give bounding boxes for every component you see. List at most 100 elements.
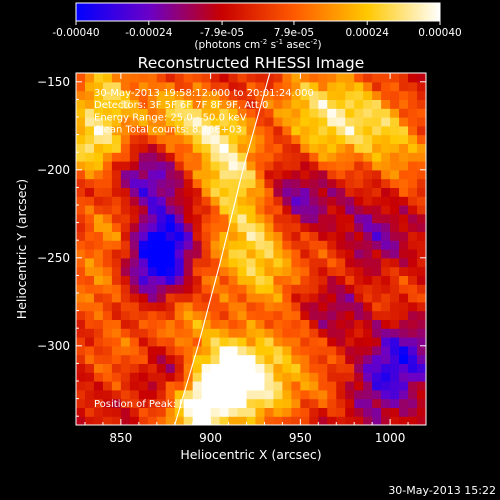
heatmap-cell xyxy=(129,319,140,329)
heatmap-cell xyxy=(399,363,409,373)
heatmap-cell xyxy=(264,73,275,83)
heatmap-cell xyxy=(237,293,248,303)
heatmap-cell xyxy=(138,407,149,417)
heatmap-cell xyxy=(363,354,373,364)
heatmap-cell xyxy=(345,249,355,259)
heatmap-cell xyxy=(228,266,239,276)
heatmap-cell xyxy=(372,205,382,215)
heatmap-cell xyxy=(417,178,426,188)
heatmap-cell xyxy=(309,81,319,92)
heatmap-cell xyxy=(156,407,167,417)
heatmap-cell xyxy=(318,213,328,224)
heatmap-cell xyxy=(291,152,301,162)
heatmap-cell xyxy=(390,205,400,215)
heatmap-cell xyxy=(129,416,140,425)
heatmap-cell xyxy=(300,389,310,400)
heatmap-cell xyxy=(255,125,266,136)
heatmap-cell xyxy=(399,337,409,347)
heatmap-cell xyxy=(354,125,364,136)
heatmap-cell xyxy=(129,90,140,100)
heatmap-cell xyxy=(390,416,400,425)
heatmap-cell xyxy=(228,407,239,417)
heatmap-cell xyxy=(156,301,167,312)
heatmap-cell xyxy=(408,108,418,118)
heatmap-cell xyxy=(417,143,426,153)
heatmap-cell xyxy=(345,389,355,400)
heatmap-cell xyxy=(165,222,176,232)
heatmap-cell xyxy=(76,389,86,400)
heatmap-cell xyxy=(147,310,158,320)
heatmap-cell xyxy=(255,372,266,382)
heatmap-cell xyxy=(237,389,248,400)
heatmap-cell xyxy=(93,293,104,303)
heatmap-cell xyxy=(273,73,284,83)
heatmap-cell xyxy=(111,337,122,347)
heatmap-cell xyxy=(111,152,122,162)
heatmap-cell xyxy=(102,134,113,144)
heatmap-cell xyxy=(228,363,239,373)
heatmap-cell xyxy=(399,108,409,118)
heatmap-cell xyxy=(408,90,418,100)
heatmap-cell xyxy=(210,407,221,417)
heatmap-cell xyxy=(129,266,140,276)
heatmap-cell xyxy=(84,90,95,100)
heatmap-cell xyxy=(345,161,355,171)
heatmap-cell xyxy=(417,161,426,171)
heatmap-cell xyxy=(291,143,301,153)
heatmap-cell xyxy=(390,222,400,232)
heatmap-cell xyxy=(255,205,266,215)
heatmap-cell xyxy=(372,231,382,241)
heatmap-cell xyxy=(102,108,113,118)
heatmap-cell xyxy=(336,205,346,215)
heatmap-cell xyxy=(381,372,391,382)
heatmap-cell xyxy=(399,249,409,259)
heatmap-cell xyxy=(318,328,328,338)
heatmap-cell xyxy=(381,222,391,232)
heatmap-cell xyxy=(363,196,373,206)
heatmap-cell xyxy=(336,372,346,382)
heatmap-cell xyxy=(372,284,382,294)
heatmap-cell xyxy=(372,398,382,408)
heatmap-cell xyxy=(237,266,248,276)
heatmap-cell xyxy=(102,81,113,92)
heatmap-cell xyxy=(390,81,400,92)
heatmap-cell xyxy=(219,187,230,197)
heatmap-cell xyxy=(273,99,284,109)
heatmap-cell xyxy=(327,363,337,373)
heatmap-cell xyxy=(219,407,230,417)
heatmap-cell xyxy=(165,152,176,162)
heatmap-cell xyxy=(156,187,167,197)
heatmap-cell xyxy=(345,345,355,356)
heatmap-cell xyxy=(192,381,203,391)
heatmap-cell xyxy=(147,222,158,232)
heatmap-cell xyxy=(246,73,257,83)
heatmap-cell xyxy=(111,169,122,180)
heatmap-cell xyxy=(138,90,149,100)
heatmap-cell xyxy=(76,372,86,382)
heatmap-cell xyxy=(120,266,131,276)
heatmap-cell xyxy=(318,301,328,312)
heatmap-cell xyxy=(147,293,158,303)
heatmap-cell xyxy=(327,143,337,153)
heatmap-cell xyxy=(129,389,140,400)
heatmap-cell xyxy=(381,108,391,118)
heatmap-cell xyxy=(84,205,95,215)
heatmap-cell xyxy=(237,222,248,232)
heatmap-cell xyxy=(273,161,284,171)
heatmap-cell xyxy=(192,222,203,232)
heatmap-cell xyxy=(399,407,409,417)
heatmap-cell xyxy=(399,372,409,382)
heatmap-cell xyxy=(111,108,122,118)
heatmap-cell xyxy=(165,169,176,180)
heatmap-cell xyxy=(76,231,86,241)
heatmap-cell xyxy=(327,301,337,312)
heatmap-cell xyxy=(174,416,185,425)
heatmap-cell xyxy=(309,345,319,356)
heatmap-cell xyxy=(300,301,310,312)
heatmap-cell xyxy=(390,381,400,391)
heatmap-cell xyxy=(336,152,346,162)
heatmap-cell xyxy=(291,372,301,382)
heatmap-cell xyxy=(345,134,355,144)
heatmap-cell xyxy=(183,161,194,171)
colorbar: -0.00040 -0.00024 -7.9e-05 7.9e-05 0.00024 0.… xyxy=(52,2,462,51)
